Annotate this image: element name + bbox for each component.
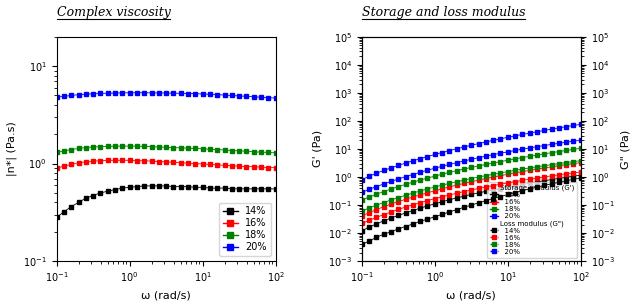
X-axis label: ω (rad/s): ω (rad/s) (141, 290, 191, 300)
Y-axis label: G" (Pa): G" (Pa) (620, 129, 630, 169)
Y-axis label: |n*| (Pa.s): |n*| (Pa.s) (7, 122, 17, 176)
Y-axis label: G' (Pa): G' (Pa) (312, 130, 322, 168)
Text: Complex viscosity: Complex viscosity (57, 6, 171, 19)
X-axis label: ω (rad/s): ω (rad/s) (447, 290, 496, 300)
Legend: 14%, 16%, 18%, 20%: 14%, 16%, 18%, 20% (219, 203, 271, 256)
Legend: Storage modulus (G'),   14%,   16%,   18%,   20%, Loss modulus (G"),   14%,   16: Storage modulus (G'), 14%, 16%, 18%, 20%… (487, 181, 577, 258)
Text: Storage and loss modulus: Storage and loss modulus (362, 6, 526, 19)
